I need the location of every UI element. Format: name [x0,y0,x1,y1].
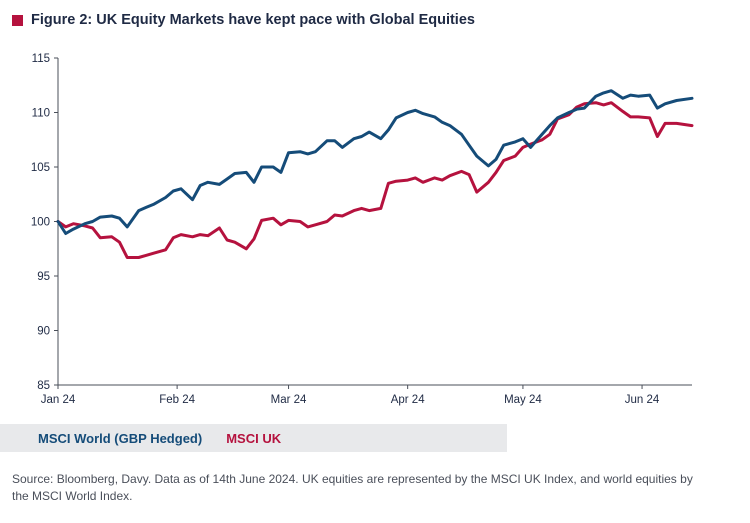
line-chart: 85 90 95 100 105 110 115 Jan 24 Feb 24 Mar 24 Apr… [31,53,694,406]
y-tick-label: 115 [32,53,50,65]
x-tick-label: Jan 24 [41,394,76,406]
series-line-msci-world-gbp-hedged [56,89,694,235]
x-tick-label: Feb 24 [159,394,195,406]
y-tick-label: 105 [31,162,50,174]
x-tick-label: Mar 24 [271,394,307,406]
y-tick-label: 90 [37,326,50,338]
source-note: Source: Bloomberg, Davy. Data as of 14th… [12,472,693,503]
series-line-msci-uk [56,101,694,259]
x-tick-label: Jun 24 [625,394,660,406]
title-square-marker-icon [12,14,23,26]
x-tick-label: May 24 [504,394,542,406]
legend-item-msci-world: MSCI World (GBP Hedged) [38,430,203,446]
figure-title: Figure 2: UK Equity Markets have kept pa… [31,12,475,28]
legend-item-msci-uk: MSCI UK [226,430,282,446]
figure-title-row: Figure 2: UK Equity Markets have kept pa… [12,12,475,28]
legend: MSCI World (GBP Hedged) MSCI UK [0,424,507,452]
y-tick-label: 85 [37,380,50,392]
x-tick-label: Apr 24 [391,394,425,406]
y-axis: 85 90 95 100 105 110 115 [31,53,59,392]
y-tick-label: 95 [37,271,50,283]
y-tick-label: 110 [32,108,50,120]
x-axis: Jan 24 Feb 24 Mar 24 Apr 24 May 24 Jun 24 [41,384,692,406]
series-layer [56,89,694,259]
y-tick-label: 100 [31,217,50,229]
